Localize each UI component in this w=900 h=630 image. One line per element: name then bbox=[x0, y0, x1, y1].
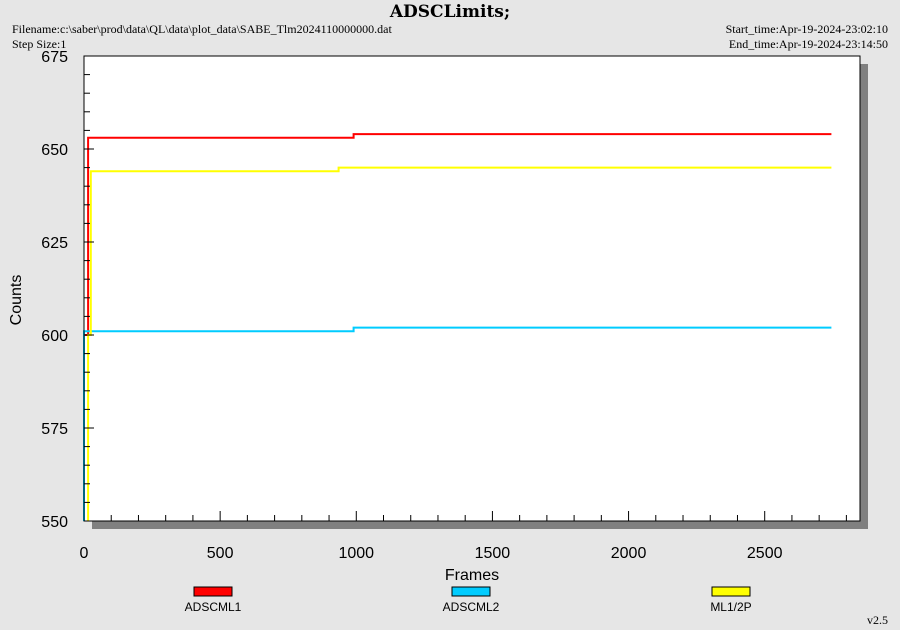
filename-label: Filename:c:\saber\prod\data\QL\data\plot… bbox=[12, 22, 392, 36]
legend-label-1: ADSCML2 bbox=[443, 600, 500, 614]
y-tick-label: 600 bbox=[41, 328, 68, 345]
y-axis-label: Counts bbox=[8, 275, 25, 326]
x-tick-label: 500 bbox=[207, 545, 234, 562]
x-tick-label: 0 bbox=[80, 545, 89, 562]
legend-swatch-2 bbox=[711, 586, 751, 597]
version-label: v2.5 bbox=[867, 613, 888, 627]
x-tick-label: 1500 bbox=[475, 545, 511, 562]
x-tick-label: 2500 bbox=[747, 545, 783, 562]
axis-layer: 550 575 600 625 650 675 0 500 1000 1500 2000 2500 bbox=[41, 49, 860, 562]
y-tick-label: 675 bbox=[41, 49, 68, 66]
y-tick-label: 550 bbox=[41, 514, 68, 531]
legend-label-2: ML1/2P bbox=[710, 600, 751, 614]
y-tick-label: 575 bbox=[41, 421, 68, 438]
step-size-label: Step Size:1 bbox=[12, 37, 67, 51]
legend-swatch-1 bbox=[451, 586, 491, 597]
end-time-label: End_time:Apr-19-2024-23:14:50 bbox=[728, 37, 888, 51]
legend: ADSCML1 ADSCML2 ML1/2P bbox=[185, 586, 752, 614]
legend-label-0: ADSCML1 bbox=[185, 600, 242, 614]
plot-area bbox=[83, 55, 861, 522]
legend-swatch-0 bbox=[193, 586, 233, 597]
y-tick-label: 625 bbox=[41, 235, 68, 252]
x-tick-label: 2000 bbox=[611, 545, 647, 562]
x-axis-label: Frames bbox=[445, 567, 499, 584]
y-tick-label: 650 bbox=[41, 142, 68, 159]
chart-title: ADSCLimits; bbox=[389, 2, 511, 22]
x-tick-label: 1000 bbox=[338, 545, 374, 562]
start-time-label: Start_time:Apr-19-2024-23:02:10 bbox=[725, 22, 888, 36]
